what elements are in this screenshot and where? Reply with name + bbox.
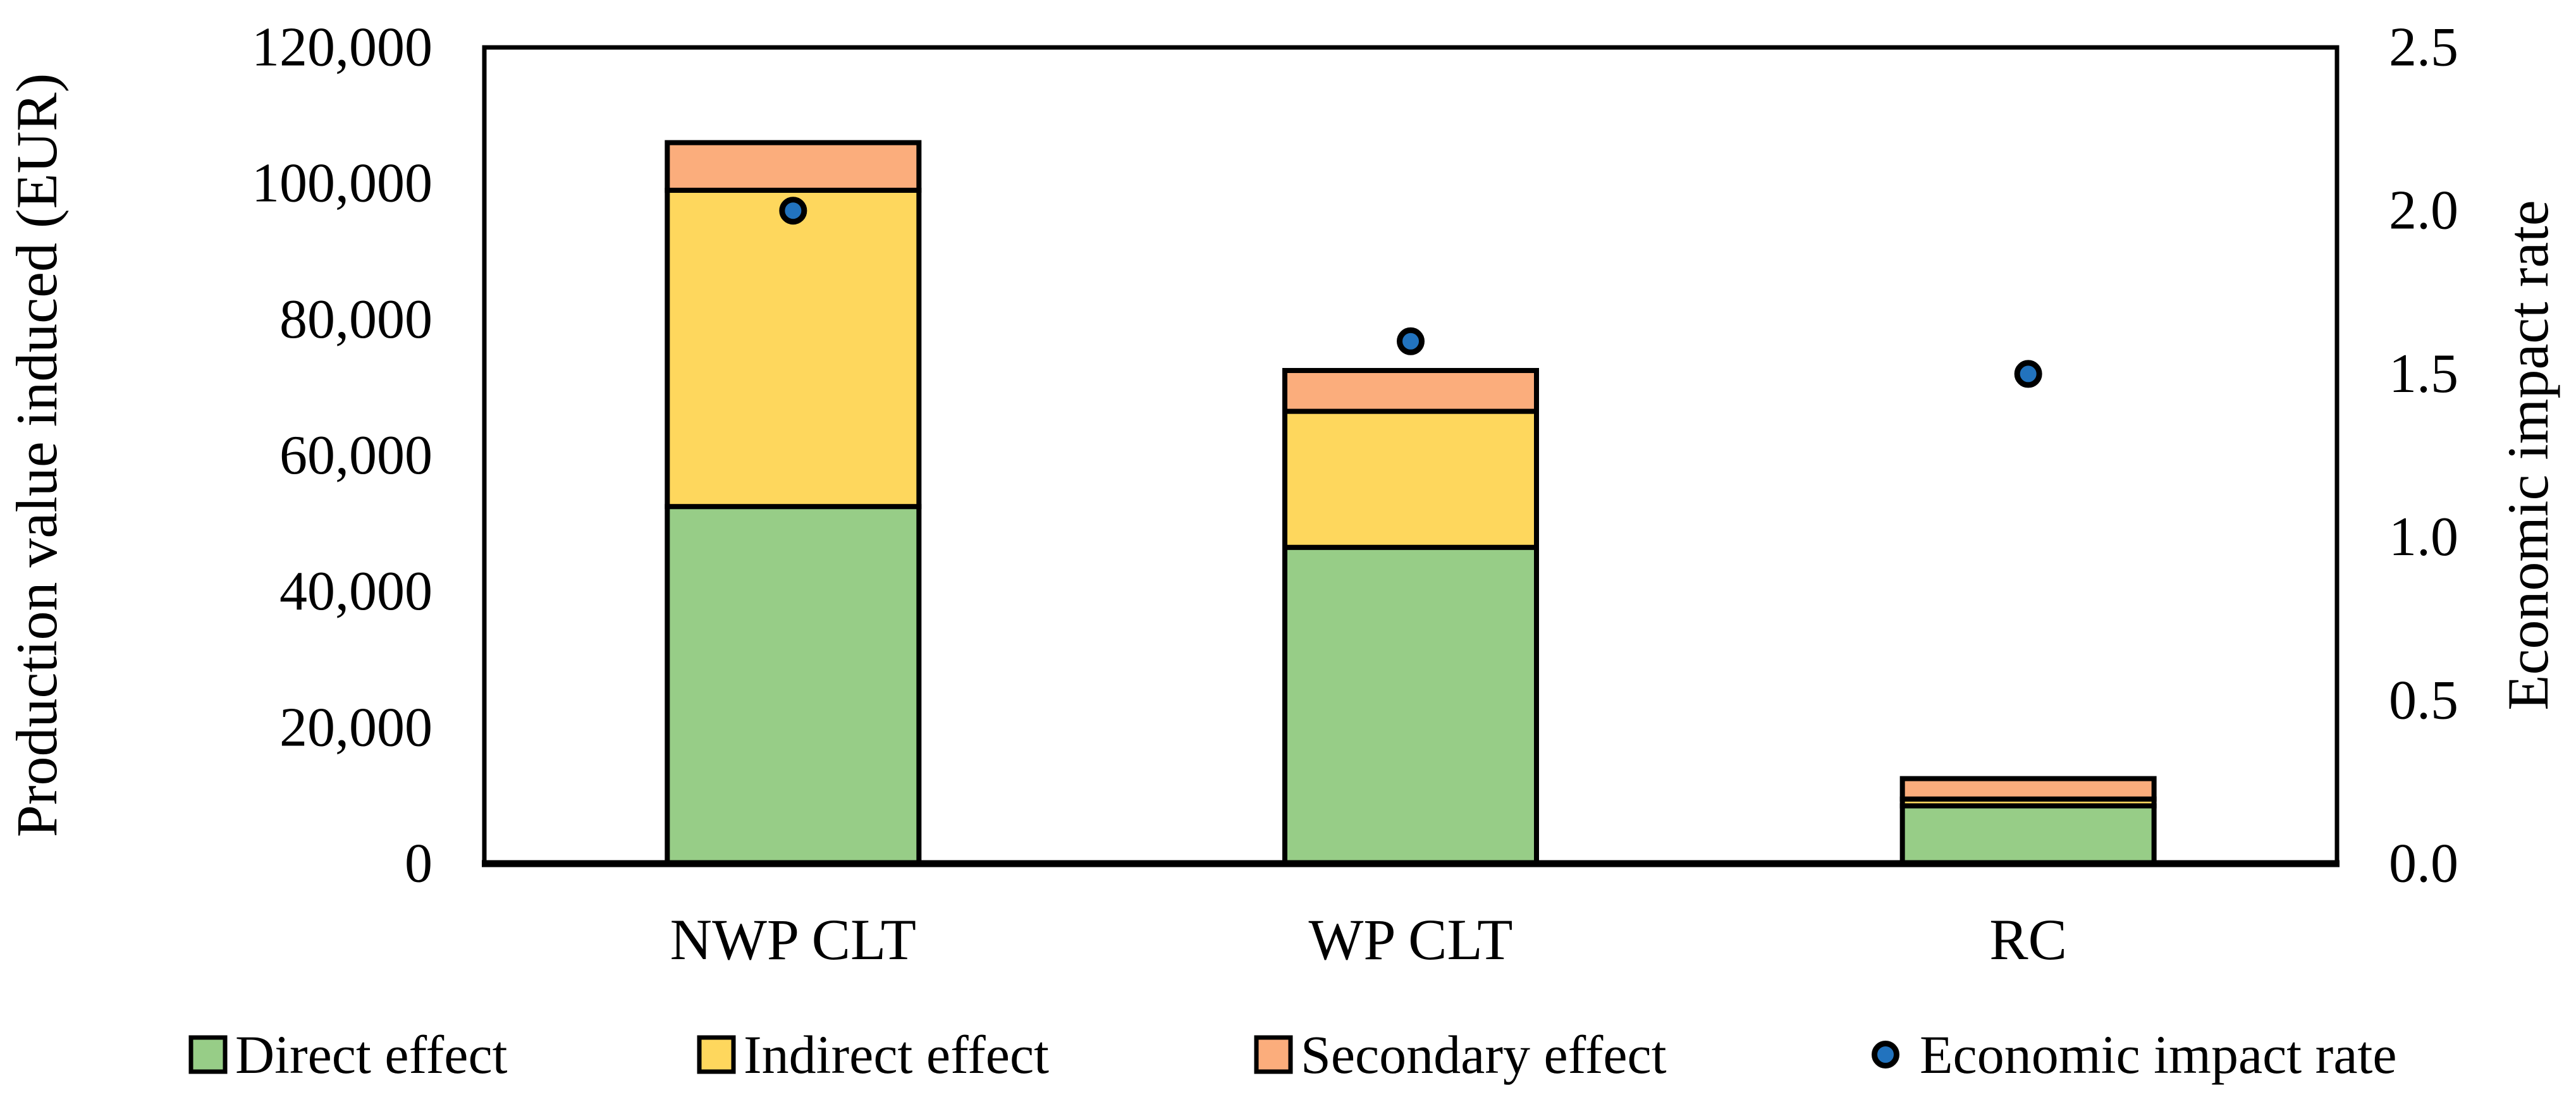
y-right-tick-label: 1.0 [2389, 506, 2458, 568]
bar-segment-wp-clt-indirect-effect [1282, 408, 1539, 550]
bar-segment-nwp-clt-direct-effect [665, 504, 922, 866]
bar-segment-nwp-clt-indirect-effect [665, 187, 922, 510]
y-left-tick-label: 0 [405, 833, 432, 895]
legend: Direct effect Indirect effect Secondary ef… [188, 1024, 2397, 1085]
legend-label-direct-effect: Direct effect [235, 1024, 508, 1085]
y-right-tick-label: 0.0 [2389, 833, 2458, 895]
y-left-tick-label: 40,000 [279, 561, 432, 622]
y-right-tick-label: 0.5 [2389, 670, 2458, 731]
legend-swatch-secondary-effect [1254, 1035, 1293, 1074]
impact-rate-dot-nwp-clt [779, 197, 807, 225]
left-axis-title: Production value induced (EUR) [4, 73, 69, 838]
bar-segment-rc-secondary-effect [1899, 776, 2157, 802]
bar-segment-nwp-clt-secondary-effect [665, 140, 922, 193]
y-left-tick-label: 100,000 [252, 153, 432, 214]
legend-label-economic-impact-rate: Economic impact rate [1920, 1024, 2397, 1085]
legend-swatch-indirect-effect [697, 1035, 736, 1074]
y-right-tick-label: 1.5 [2389, 343, 2458, 405]
left-axis-tick-labels: 0 20,000 40,000 60,000 80,000 100,000 120,000 [252, 17, 432, 895]
legend-marker-circle-economic-impact-rate [1872, 1041, 1899, 1068]
right-axis-title: Economic impact rate [2496, 200, 2560, 710]
impact-rate-dot-wp-clt [1397, 327, 1425, 355]
impact-rate-dot-rc [2014, 360, 2042, 388]
y-left-tick-label: 60,000 [279, 425, 432, 486]
legend-label-indirect-effect: Indirect effect [744, 1024, 1049, 1085]
y-right-tick-label: 2.5 [2389, 17, 2458, 78]
impact-rate-dots-group [779, 197, 2042, 388]
bars-group [665, 140, 2157, 867]
x-category-label-wp-clt: WP CLT [1309, 907, 1513, 972]
legend-swatch-direct-effect [188, 1035, 228, 1074]
x-category-label-rc: RC [1989, 907, 2067, 972]
y-left-tick-label: 80,000 [279, 289, 432, 350]
right-axis-tick-labels: 0.0 0.5 1.0 1.5 2.0 2.5 [2389, 17, 2458, 895]
y-left-tick-label: 120,000 [252, 17, 432, 78]
bar-segment-wp-clt-direct-effect [1282, 544, 1539, 866]
legend-label-secondary-effect: Secondary effect [1301, 1024, 1667, 1085]
bar-segment-wp-clt-secondary-effect [1282, 368, 1539, 414]
bar-segment-rc-direct-effect [1899, 803, 2157, 867]
x-axis-category-labels: NWP CLT WP CLT RC [670, 907, 2067, 972]
y-right-tick-label: 2.0 [2389, 180, 2458, 242]
x-category-label-nwp-clt: NWP CLT [670, 907, 916, 972]
y-left-tick-label: 20,000 [279, 697, 432, 758]
